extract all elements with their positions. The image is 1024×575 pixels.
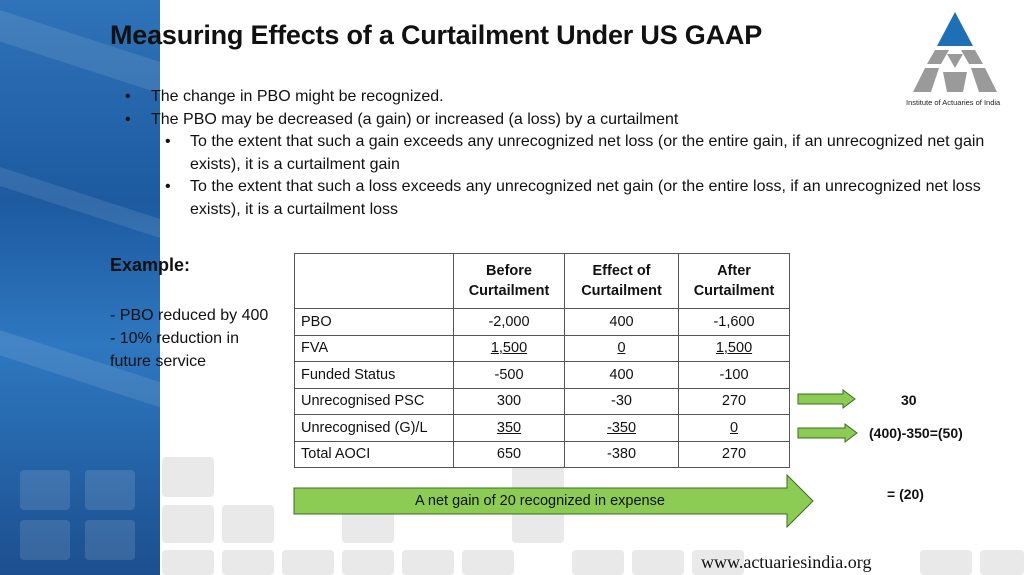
cell-before: -2,000 (453, 308, 565, 336)
cell-before: -500 (453, 361, 565, 389)
cell-before: 1,500 (490, 340, 528, 357)
table-row: Funded Status -500 400 -100 (294, 361, 790, 389)
cell-after: 0 (729, 419, 739, 436)
banner-arrow-icon (293, 474, 814, 528)
row-label: PBO (294, 308, 454, 336)
cell-before: 300 (453, 387, 565, 415)
cell-effect: 400 (564, 308, 679, 336)
cell-after: -100 (678, 361, 790, 389)
cell-before: 350 (496, 419, 522, 436)
website-footer: www.actuariesindia.org (701, 552, 872, 572)
net-note: = (20) (887, 486, 924, 502)
sub-bullet-item: To the extent that such a gain exceeds a… (125, 131, 1005, 176)
cell-before: 650 (453, 440, 565, 468)
bullet-item: The PBO may be decreased (a gain) or inc… (125, 109, 1005, 132)
cell-effect: -380 (564, 440, 679, 468)
table-header-cell: After Curtailment (678, 253, 790, 309)
bullet-item: The change in PBO might be recognized. (125, 86, 1005, 109)
cell-effect: 0 (617, 340, 626, 357)
row-label: Unrecognised PSC (294, 387, 454, 415)
cell-after: -1,600 (678, 308, 790, 336)
table-header-cell: Effect of Curtailment (564, 253, 679, 309)
cell-effect: -30 (564, 387, 679, 415)
example-line: - PBO reduced by 400 (110, 307, 269, 324)
bullet-list: The change in PBO might be recognized. T… (125, 86, 1005, 221)
slide-title: Measuring Effects of a Curtailment Under… (110, 20, 763, 50)
curtailment-table: Before Curtailment Effect of Curtailment… (294, 253, 790, 468)
table-row: FVA 1,500 0 1,500 (294, 334, 790, 362)
table-header-cell: Before Curtailment (453, 253, 565, 309)
example-heading: Example: (110, 255, 191, 275)
example-description: - PBO reduced by 400 - 10% reduction in … (110, 304, 270, 373)
cell-effect: 400 (564, 361, 679, 389)
cell-after: 270 (678, 440, 790, 468)
row-label: FVA (294, 334, 454, 362)
table-row: Unrecognised PSC 300 -30 270 (294, 387, 790, 415)
row-label: Funded Status (294, 361, 454, 389)
arrow-right-icon (797, 389, 856, 409)
table-row: Unrecognised (G)/L 350 -350 0 (294, 414, 790, 442)
cell-after: 270 (678, 387, 790, 415)
table-row: Total AOCI 650 -380 270 (294, 440, 790, 468)
row-label: Total AOCI (294, 440, 454, 468)
banner-label: A net gain of 20 recognized in expense (415, 493, 665, 509)
table-header-cell (294, 253, 454, 309)
gl-note: (400)-350=(50) (869, 425, 963, 441)
cell-effect: -350 (606, 419, 637, 436)
row-label: Unrecognised (G)/L (294, 414, 454, 442)
arrow-right-icon (797, 423, 858, 443)
cell-after: 1,500 (715, 340, 753, 357)
example-line: - 10% reduction in future service (110, 330, 239, 370)
sub-bullet-item: To the extent that such a loss exceeds a… (125, 176, 1005, 221)
psc-note: 30 (901, 392, 917, 408)
table-row: PBO -2,000 400 -1,600 (294, 308, 790, 336)
table-header-row: Before Curtailment Effect of Curtailment… (294, 253, 790, 309)
